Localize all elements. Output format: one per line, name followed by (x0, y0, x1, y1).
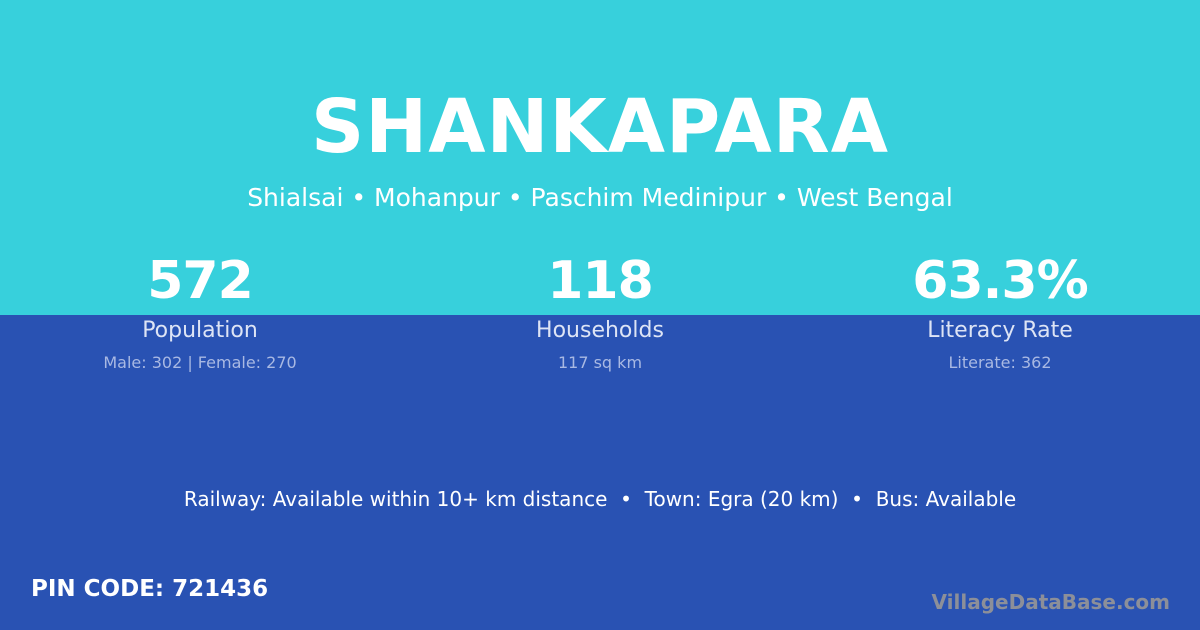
stat-population: 572 Population Male: 302 | Female: 270 (0, 250, 400, 372)
stat-value: 572 (147, 251, 254, 311)
stat-detail: Male: 302 | Female: 270 (103, 353, 297, 372)
stat-value: 63.3% (912, 251, 1088, 311)
stat-literacy: 63.3% Literacy Rate Literate: 362 (800, 250, 1200, 372)
location-breadcrumb: Shialsai • Mohanpur • Paschim Medinipur … (247, 183, 953, 212)
village-title: SHANKAPARA (310, 84, 889, 170)
stat-label: Population (142, 318, 258, 343)
body-band (0, 315, 1200, 630)
header-band (0, 0, 1200, 315)
stat-value: 118 (547, 251, 654, 311)
pin-code: PIN CODE: 721436 (31, 576, 269, 602)
connectivity-info: Railway: Available within 10+ km distanc… (183, 487, 1017, 511)
stat-label: Households (536, 318, 664, 343)
stat-households: 118 Households 117 sq km (400, 250, 800, 372)
brand-watermark: VillageDataBase.com (931, 590, 1170, 614)
stat-detail: 117 sq km (557, 353, 643, 372)
stat-label: Literacy Rate (927, 318, 1073, 343)
stat-detail: Literate: 362 (948, 353, 1052, 372)
